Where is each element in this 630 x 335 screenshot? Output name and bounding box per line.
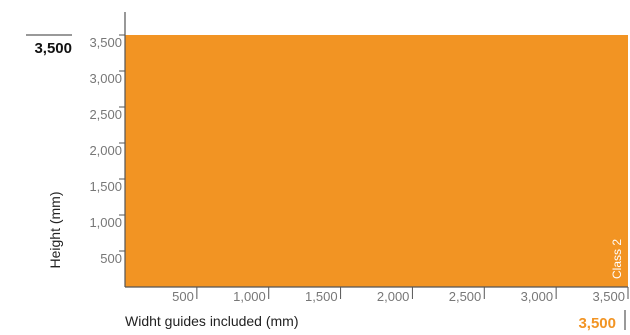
x-tick-label: 2,000 — [377, 289, 410, 304]
y-tick-label: 2,500 — [89, 107, 122, 122]
x-tick-label: 1,500 — [305, 289, 338, 304]
x-tick-label: 500 — [172, 289, 194, 304]
class-area — [125, 35, 628, 287]
y-tick-label: 500 — [100, 251, 122, 266]
x-axis-title: Widht guides included (mm) — [125, 313, 299, 329]
series-label-class-2: Class 2 — [610, 239, 624, 279]
x-tick-label: 3,000 — [521, 289, 554, 304]
x-tick-label: 2,500 — [449, 289, 482, 304]
max-width-label: 3,500 — [578, 315, 616, 332]
y-tick-label: 1,500 — [89, 179, 122, 194]
y-tick-label: 2,000 — [89, 143, 122, 158]
y-tick-label: 3,000 — [89, 71, 122, 86]
y-tick-label: 1,000 — [89, 215, 122, 230]
y-tick-label: 3,500 — [89, 35, 122, 50]
x-tick-label: 3,500 — [592, 289, 625, 304]
y-axis-title: Height (mm) — [47, 191, 63, 268]
x-axis-ticks: 500 1,000 1,500 2,000 2,500 3,000 3,500 — [172, 287, 628, 304]
y-axis-ticks: 500 1,000 1,500 2,000 2,500 3,000 3,500 — [89, 35, 125, 266]
x-tick-label: 1,000 — [233, 289, 266, 304]
max-height-label: 3,500 — [34, 40, 72, 57]
